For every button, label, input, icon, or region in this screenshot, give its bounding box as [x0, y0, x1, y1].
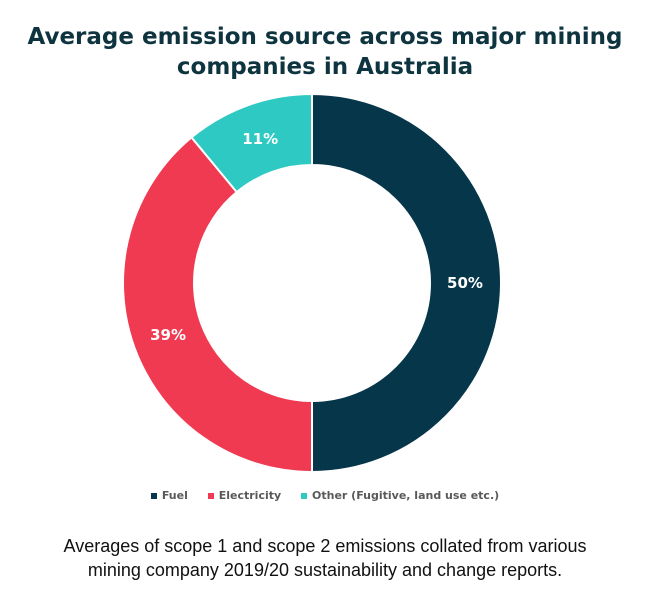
legend-item-other: Other (Fugitive, land use etc.) — [301, 489, 499, 502]
legend-swatch-other — [301, 493, 308, 499]
donut-slice-other — [190, 92, 313, 194]
legend-swatch-electricity — [207, 493, 214, 499]
caption-line-1: Averages of scope 1 and scope 2 emission… — [63, 536, 587, 556]
data-label-fuel: 50% — [447, 274, 483, 292]
caption-line-2: mining company 2019/20 sustainability an… — [87, 560, 563, 580]
chart-title-line-2: companies in Australia — [176, 54, 474, 80]
donut-data-labels: 50% 39% 11% — [150, 130, 483, 344]
chart-title-line-1: Average emission source across major min… — [27, 24, 623, 50]
legend-label-fuel: Fuel — [161, 489, 188, 502]
data-label-electricity: 39% — [150, 326, 186, 344]
donut-slice-electricity — [122, 135, 313, 474]
chart-caption: Averages of scope 1 and scope 2 emission… — [0, 534, 650, 582]
chart-legend: Fuel Electricity Other (Fugitive, land u… — [0, 489, 650, 502]
donut-slices — [122, 92, 502, 474]
legend-item-fuel: Fuel — [150, 489, 188, 502]
data-label-other: 11% — [242, 130, 278, 148]
legend-label-other: Other (Fugitive, land use etc.) — [312, 489, 500, 502]
donut-slice-fuel — [311, 92, 502, 474]
legend-item-electricity: Electricity — [207, 489, 282, 502]
chart-title: Average emission source across major min… — [0, 22, 650, 82]
legend-swatch-fuel — [150, 493, 157, 499]
legend-label-electricity: Electricity — [218, 489, 282, 502]
